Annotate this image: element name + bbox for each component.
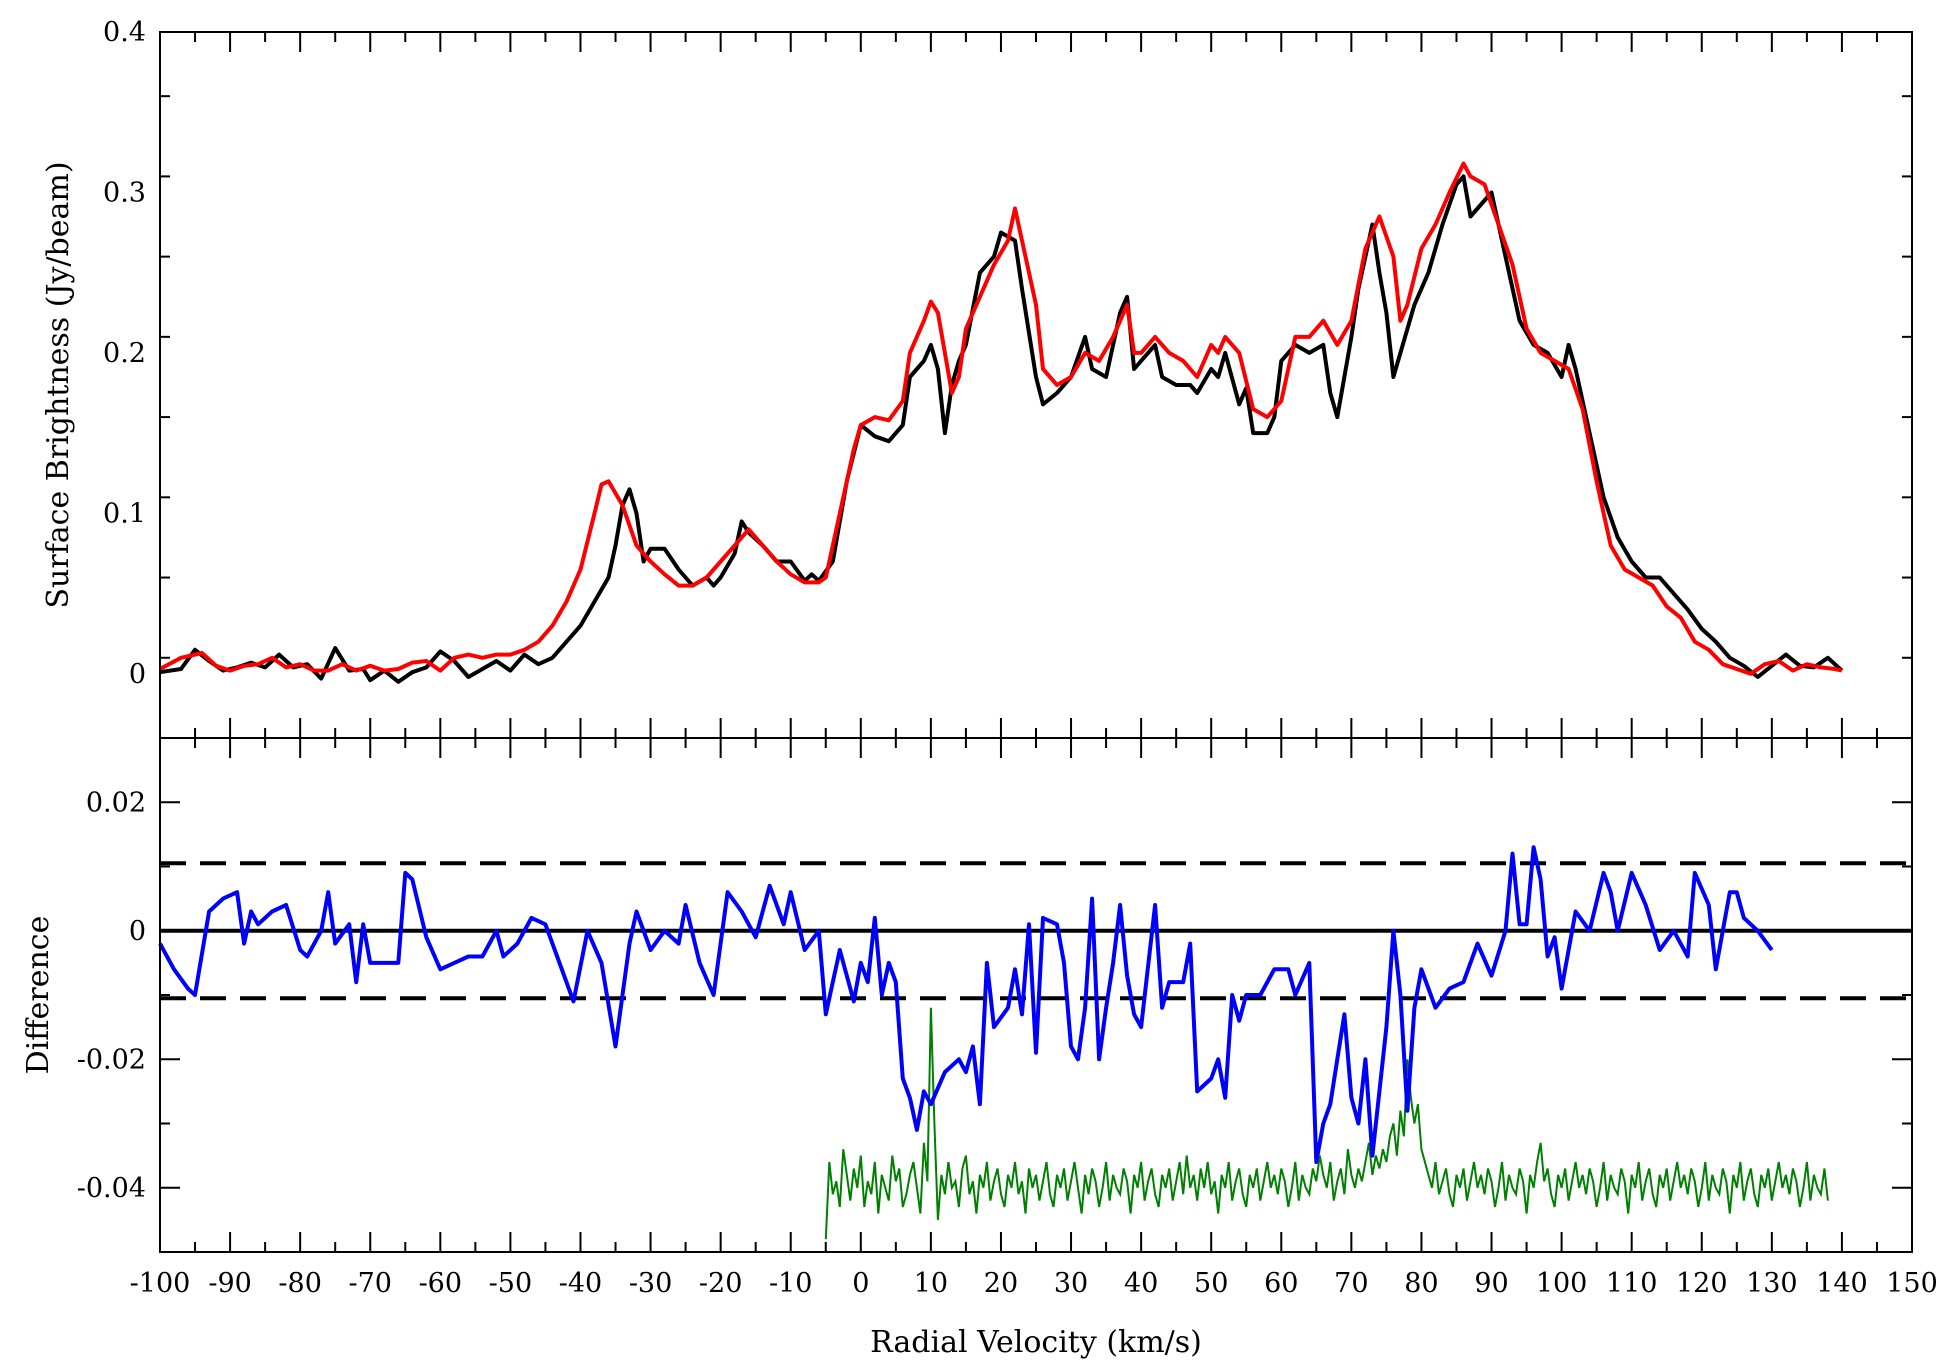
noise-spectrum-line [824,1007,1829,1240]
x-tick-label: 0 [852,1268,869,1299]
x-tick-label: -100 [130,1268,191,1299]
y-tick-label: -0.02 [77,1044,146,1075]
x-tick-label: 140 [1816,1268,1868,1299]
y-tick-label: 0.02 [86,787,146,818]
bottom-y-axis-title: Difference [21,916,56,1075]
x-tick-label: 120 [1676,1268,1728,1299]
bottom-reference-lines [160,861,1912,1001]
top-axis-ticks [159,32,1913,739]
difference-line [158,845,1774,1164]
x-tick-label: -30 [629,1268,672,1299]
y-tick-label: 0.4 [103,17,146,48]
x-tick-label: -20 [699,1268,742,1299]
x-tick-label: 20 [984,1268,1018,1299]
y-tick-label: 0.3 [103,177,146,208]
x-tick-label: -60 [419,1268,462,1299]
top-series-group [159,161,1844,684]
x-tick-label: 40 [1124,1268,1158,1299]
model-spectrum-line [159,161,1843,676]
x-tick-label: 30 [1054,1268,1088,1299]
observed-spectrum-line [159,174,1844,684]
x-tick-label: -40 [559,1268,602,1299]
y-tick-label: 0.1 [103,498,146,529]
x-tick-label: 90 [1474,1268,1508,1299]
x-tick-label: -50 [489,1268,532,1299]
x-tick-label: 70 [1334,1268,1368,1299]
y-tick-label: 0 [129,916,146,947]
x-tick-label: 130 [1746,1268,1798,1299]
y-tick-label: -0.04 [77,1173,146,1204]
x-tick-label: 150 [1886,1268,1938,1299]
x-tick-label: 80 [1404,1268,1438,1299]
x-tick-label: -10 [769,1268,812,1299]
x-tick-label: -90 [208,1268,251,1299]
bottom-y-tick-labels: -0.04 -0.02 0 0.02 [77,787,146,1204]
x-tick-label: 110 [1606,1268,1658,1299]
x-tick-label: -80 [278,1268,321,1299]
bottom-series-group [158,845,1829,1240]
x-axis-title: Radial Velocity (km/s) [870,1325,1202,1360]
y-tick-label: 0.2 [103,338,146,369]
top-y-tick-labels: 0 0.1 0.2 0.3 0.4 [103,17,146,690]
x-tick-label: 10 [914,1268,948,1299]
y-tick-label: 0 [129,659,146,690]
bottom-panel-frame [159,737,1913,1253]
x-tick-labels: -100 -90 -80 -70 -60 -50 -40 -30 -20 -10 0 10 20 30 40… [130,1268,1938,1299]
x-tick-label: 100 [1536,1268,1588,1299]
x-tick-label: 50 [1194,1268,1228,1299]
x-tick-label: 60 [1264,1268,1298,1299]
top-y-axis-title: Surface Brightness (Jy/beam) [41,161,76,608]
x-tick-label: -70 [348,1268,391,1299]
